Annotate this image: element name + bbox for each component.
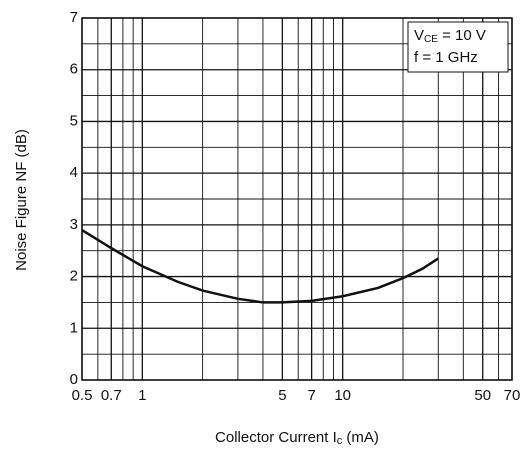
x-axis-label-part: c xyxy=(337,435,343,447)
annotation-part: V xyxy=(414,27,424,44)
x-axis-label: Collector Current Ic (mA) xyxy=(215,429,379,447)
x-axis-label-part: (mA) xyxy=(342,429,379,446)
annotation-part: = 10 V xyxy=(438,27,486,44)
y-tick-label: 4 xyxy=(70,164,78,181)
y-tick-label: 0 xyxy=(70,371,78,388)
x-tick-label: 0.5 xyxy=(72,387,93,404)
x-tick-label: 50 xyxy=(474,387,491,404)
x-axis-label-part: Collector Current I xyxy=(215,429,337,446)
x-tick-label: 5 xyxy=(278,387,286,404)
y-axis-label: Noise Figure NF (dB) xyxy=(13,129,30,271)
y-tick-label: 1 xyxy=(70,319,78,336)
annotation-part: f = 1 GHz xyxy=(414,49,478,66)
line xyxy=(81,228,439,304)
x-tick-label: 1 xyxy=(138,387,146,404)
annotation-part: CE xyxy=(424,34,438,45)
y-tick-label: 6 xyxy=(70,61,78,78)
annotation-box xyxy=(407,21,509,73)
x-tick-label: 10 xyxy=(334,387,351,404)
y-tick-label: 2 xyxy=(70,268,78,285)
x-tick-label: 7 xyxy=(307,387,315,404)
y-tick-label: 3 xyxy=(70,216,78,233)
plot-frame xyxy=(81,17,513,381)
x-tick-label: 0.7 xyxy=(101,387,122,404)
y-tick-label: 7 xyxy=(70,9,78,26)
annotation: f = 1 GHz xyxy=(414,49,478,66)
annotation: VCE = 10 V xyxy=(414,27,486,45)
x-tick-label: 70 xyxy=(504,387,521,404)
y-tick-label: 5 xyxy=(70,112,78,129)
